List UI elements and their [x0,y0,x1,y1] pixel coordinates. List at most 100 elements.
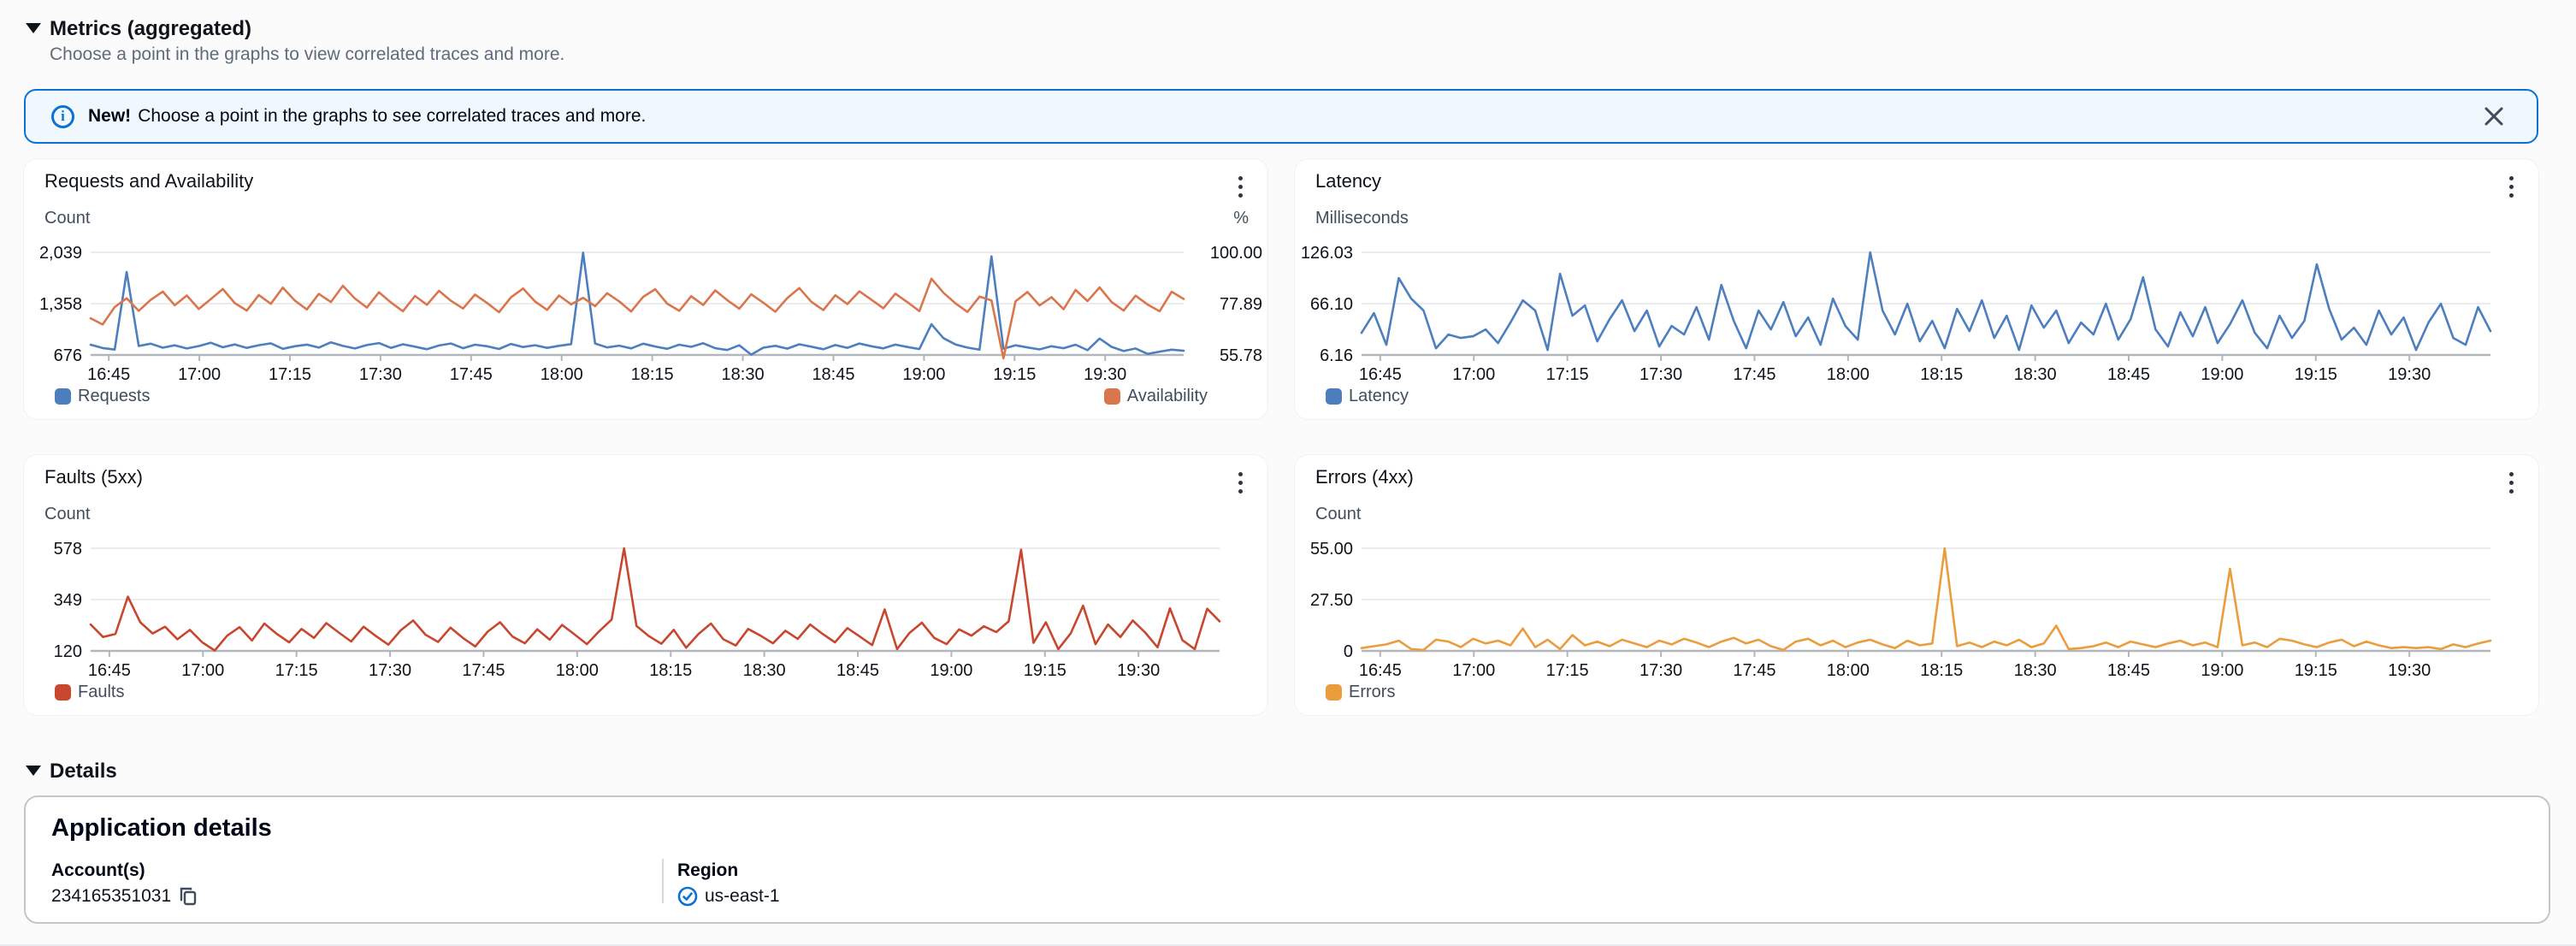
svg-text:17:30: 17:30 [1640,661,1682,680]
banner-new-label: New! [88,106,132,126]
svg-text:18:30: 18:30 [2014,661,2057,680]
chart-menu-button[interactable] [1225,464,1256,501]
svg-text:19:15: 19:15 [2295,661,2337,680]
svg-text:66.10: 66.10 [1310,295,1353,314]
legend-item-requests[interactable]: Requests [55,387,151,406]
svg-text:19:30: 19:30 [2388,661,2431,680]
svg-text:18:45: 18:45 [836,661,879,680]
svg-text:16:45: 16:45 [87,365,130,384]
copy-account-button[interactable] [178,886,198,907]
chart-menu-button[interactable] [1225,168,1256,205]
svg-text:126.03: 126.03 [1301,244,1353,263]
chart-menu-button[interactable] [2496,464,2526,501]
chart-card-errors: 16:45 17:00 17:15 17:30 17:45 18:00 18:15 18:30… [1295,455,2538,715]
svg-text:18:30: 18:30 [2014,365,2057,384]
details-section-toggle[interactable]: Details [26,760,117,783]
legend-item-latency[interactable]: Latency [1326,387,1409,406]
svg-text:17:30: 17:30 [369,661,411,680]
account-field: Account(s) 234165351031 [51,860,198,907]
svg-text:17:30: 17:30 [1640,365,1682,384]
faults-legend-swatch [55,684,71,701]
svg-text:18:15: 18:15 [1920,661,1963,680]
account-label: Account(s) [51,860,145,880]
svg-text:17:15: 17:15 [1546,365,1589,384]
legend-label: Availability [1126,387,1208,405]
metrics-section-toggle[interactable]: Metrics (aggregated) [26,17,251,41]
metrics-section-title: Metrics (aggregated) [50,17,252,40]
svg-text:19:30: 19:30 [2388,365,2431,384]
close-icon [2484,107,2503,126]
svg-text:17:00: 17:00 [178,365,221,384]
svg-text:2,039: 2,039 [39,244,82,263]
copy-icon [180,887,197,906]
availability-legend-swatch [1103,388,1120,405]
svg-text:6.16: 6.16 [1320,346,1353,365]
requests-availability-plot[interactable]: 16:45 17:00 17:15 17:30 17:45 18:00 18:15 18:30… [24,159,1267,419]
svg-text:17:30: 17:30 [359,365,402,384]
region-label: Region [677,860,739,880]
errors-plot[interactable]: 16:45 17:00 17:15 17:30 17:45 18:00 18:15 18:30… [1295,455,2538,715]
svg-text:19:00: 19:00 [2201,365,2243,384]
left-axis-unit: Count [44,505,91,523]
metrics-section-subtitle: Choose a point in the graphs to view cor… [50,44,565,64]
svg-text:18:00: 18:00 [1827,661,1870,680]
svg-text:17:00: 17:00 [1452,661,1495,680]
banner-message: New! Choose a point in the graphs to see … [88,106,647,126]
chart-menu-button[interactable] [2496,168,2526,205]
svg-text:17:45: 17:45 [450,365,493,384]
right-axis-unit: % [1233,209,1249,228]
svg-text:17:15: 17:15 [1546,661,1589,680]
svg-text:100.00: 100.00 [1210,244,1262,263]
svg-text:18:00: 18:00 [556,661,599,680]
info-banner: i New! Choose a point in the graphs to se… [24,89,2538,144]
svg-text:120: 120 [54,642,82,661]
svg-text:18:45: 18:45 [2107,661,2150,680]
svg-text:19:15: 19:15 [1024,661,1066,680]
latency-plot[interactable]: 16:45 17:00 17:15 17:30 17:45 18:00 18:15 18:30… [1295,159,2538,419]
svg-text:17:15: 17:15 [269,365,311,384]
svg-text:1,358: 1,358 [39,295,82,314]
svg-text:17:45: 17:45 [1733,661,1775,680]
details-section-title: Details [50,760,117,783]
bottom-divider [0,944,2576,946]
svg-text:19:00: 19:00 [930,661,972,680]
left-axis-unit: Count [1315,505,1362,523]
svg-text:18:45: 18:45 [812,365,854,384]
svg-text:16:45: 16:45 [1359,365,1402,384]
chart-card-requests-availability: 16:45 17:00 17:15 17:30 17:45 18:00 18:15 18:30… [24,159,1267,419]
left-axis-unit: Milliseconds [1315,209,1409,228]
svg-text:77.89: 77.89 [1220,295,1262,314]
svg-text:18:15: 18:15 [1920,365,1963,384]
collapse-triangle-icon [26,766,41,776]
application-details-card: Application details Account(s) 234165351… [24,795,2550,924]
svg-text:17:15: 17:15 [275,661,318,680]
legend-item-availability[interactable]: Availability [1103,387,1208,406]
legend-item-faults[interactable]: Faults [55,683,124,702]
left-axis-unit: Count [44,209,91,228]
chart-card-faults: 16:45 17:00 17:15 17:30 17:45 18:00 18:15 18:30… [24,455,1267,715]
legend-label: Latency [1349,387,1409,405]
chart-title: Latency [1315,170,1382,192]
banner-close-button[interactable] [2477,99,2511,133]
check-circle-icon [677,886,698,907]
svg-text:18:00: 18:00 [541,365,583,384]
svg-text:19:30: 19:30 [1084,365,1126,384]
svg-text:17:00: 17:00 [181,661,224,680]
region-field: Region us-east-1 [677,860,780,907]
info-circle-icon: i [51,104,74,128]
svg-text:17:00: 17:00 [1452,365,1495,384]
chart-title: Requests and Availability [44,170,254,192]
svg-text:349: 349 [54,591,82,610]
region-value: us-east-1 [705,886,780,906]
svg-text:18:15: 18:15 [649,661,692,680]
svg-text:55.00: 55.00 [1310,540,1353,559]
svg-text:19:15: 19:15 [993,365,1036,384]
svg-text:676: 676 [54,346,82,365]
svg-text:27.50: 27.50 [1310,591,1353,610]
svg-text:19:00: 19:00 [902,365,945,384]
requests-legend-swatch [55,388,71,405]
chart-title: Faults (5xx) [44,466,143,488]
legend-item-errors[interactable]: Errors [1326,683,1395,702]
faults-plot[interactable]: 16:45 17:00 17:15 17:30 17:45 18:00 18:15 18:30… [24,455,1267,715]
svg-text:18:30: 18:30 [743,661,786,680]
